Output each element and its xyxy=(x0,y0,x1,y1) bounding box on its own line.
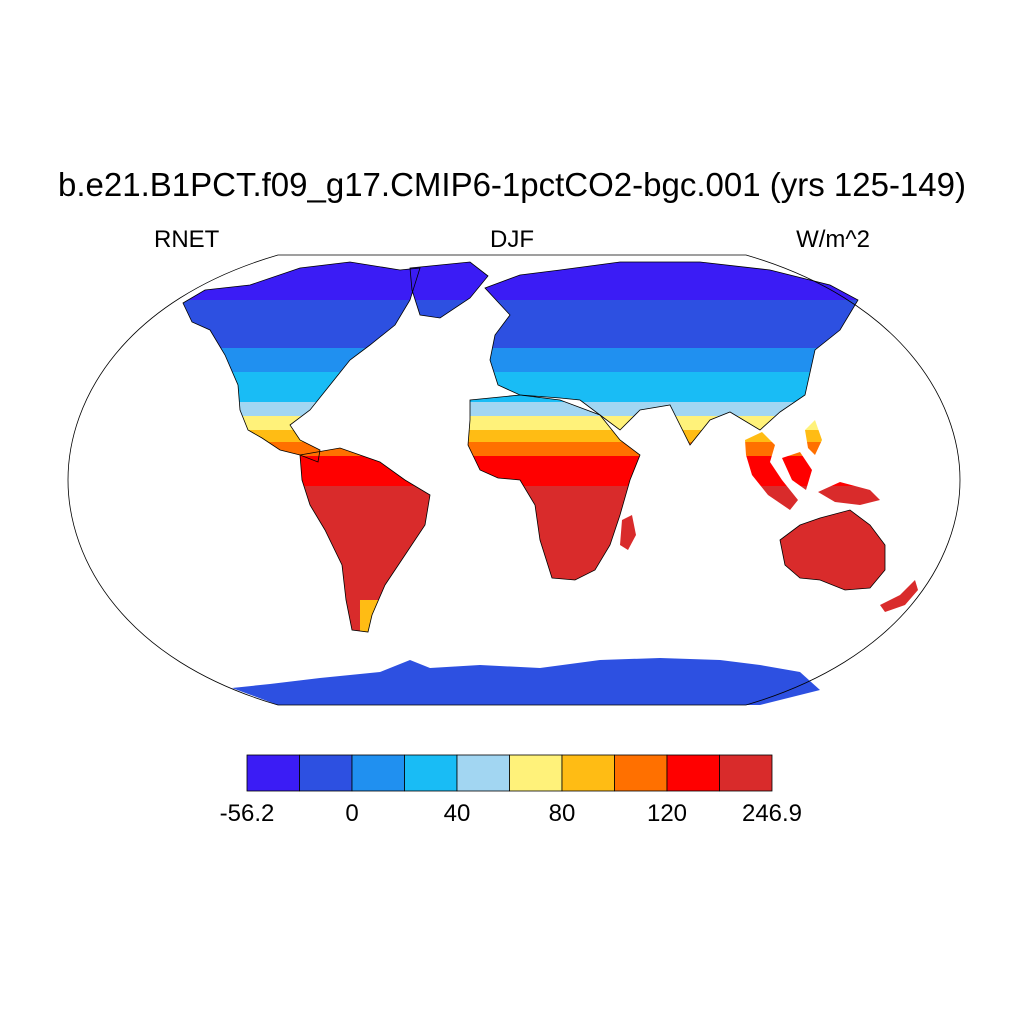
plot-title: b.e21.B1PCT.f09_g17.CMIP6-1pctCO2-bgc.00… xyxy=(58,166,966,203)
colorbar-tick-label: 246.9 xyxy=(741,800,803,827)
colorbar-segment xyxy=(246,754,300,792)
colorbar-tick-label: 120 xyxy=(646,800,688,827)
colorbar xyxy=(246,754,773,792)
colorbar-segment xyxy=(614,754,668,792)
season-label: DJF xyxy=(490,226,534,253)
colorbar-segment xyxy=(719,754,773,792)
colorbar-segment xyxy=(509,754,563,792)
colorbar-tick-label: 80 xyxy=(548,800,576,827)
colorbar-tick-label: 0 xyxy=(345,800,359,827)
colorbar-tick-label: -56.2 xyxy=(219,800,275,827)
units-label: W/m^2 xyxy=(796,226,870,253)
colorbar-segment xyxy=(351,754,405,792)
colorbar-tick-label: 40 xyxy=(443,800,471,827)
colorbar-segment xyxy=(666,754,720,792)
coastlines xyxy=(182,261,886,633)
variable-label: RNET xyxy=(154,226,220,253)
projection-outline xyxy=(67,254,961,706)
colorbar-segment xyxy=(299,754,353,792)
colorbar-segment xyxy=(404,754,458,792)
colorbar-segment xyxy=(561,754,615,792)
colorbar-segment xyxy=(456,754,510,792)
